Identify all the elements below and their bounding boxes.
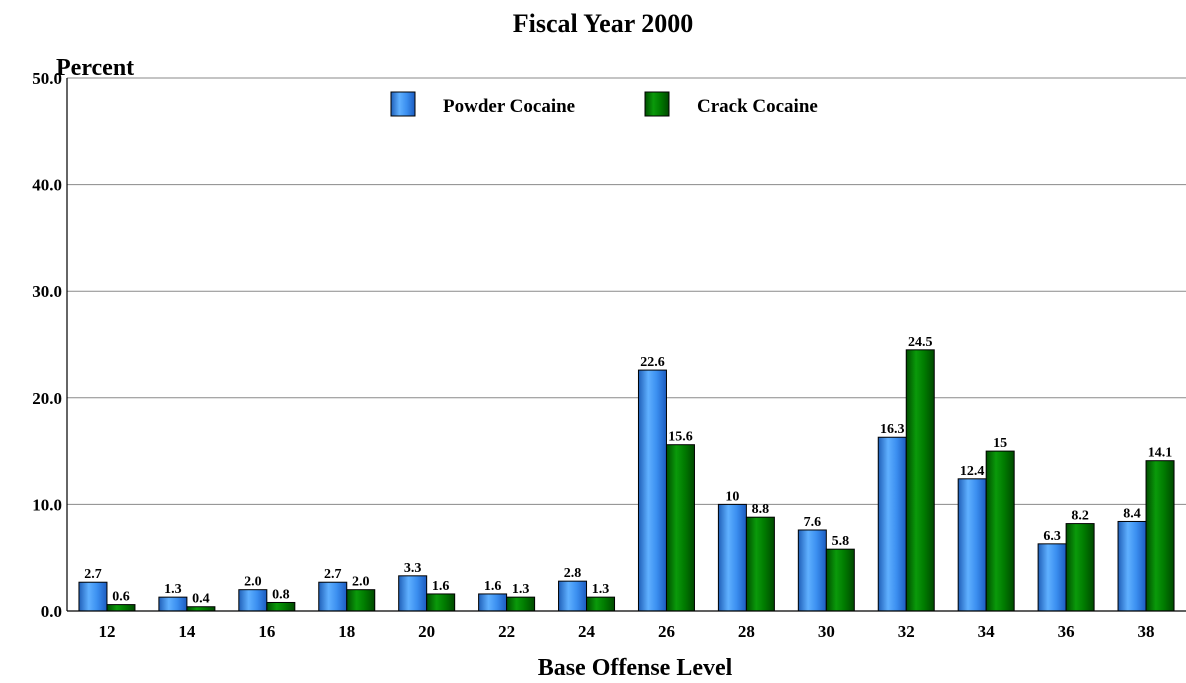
y-tick-label: 10.0 [32,495,62,514]
bar-crack-cocaine-20 [426,593,456,612]
bar-powder-cocaine-34 [957,478,987,612]
y-axis-label: Percent [56,55,134,81]
data-label-crack-cocaine-14: 0.4 [192,592,210,607]
data-label-crack-cocaine-20: 1.6 [432,579,450,594]
y-axis-ticks: 0.0 10.0 20.0 30.0 40.0 50.0 [32,69,62,621]
data-label-powder-cocaine-30: 7.6 [804,515,822,530]
bars [78,349,1175,612]
x-tick-label: 20 [418,622,435,641]
data-labels: 2.7 0.6 1.3 0.4 2.0 0.8 2.7 2.0 3.3 1.6 1.6 1.3 2.8 1… [84,335,1172,607]
bar-powder-cocaine-36 [1037,543,1067,612]
bar-crack-cocaine-24 [586,596,616,612]
data-label-powder-cocaine-14: 1.3 [164,582,182,597]
legend-label-powder-cocaine: Powder Cocaine [443,96,575,117]
data-label-powder-cocaine-32: 16.3 [880,422,905,437]
bar-crack-cocaine-18 [346,589,376,612]
x-tick-label: 28 [738,622,755,641]
bar-crack-cocaine-32 [905,349,935,612]
data-label-crack-cocaine-30: 5.8 [832,534,850,549]
axes [66,78,1186,612]
bar-powder-cocaine-14 [158,596,188,612]
data-label-powder-cocaine-36: 6.3 [1043,529,1061,544]
data-label-crack-cocaine-28: 8.8 [752,502,770,517]
data-label-crack-cocaine-38: 14.1 [1148,446,1173,461]
data-label-powder-cocaine-28: 10 [725,489,739,504]
bar-crack-cocaine-14 [186,606,216,612]
data-label-powder-cocaine-26: 22.6 [640,355,665,370]
x-tick-label: 18 [338,622,355,641]
data-label-crack-cocaine-26: 15.6 [668,430,693,445]
data-label-powder-cocaine-38: 8.4 [1123,506,1141,521]
x-tick-label: 30 [818,622,835,641]
x-tick-label: 38 [1138,622,1155,641]
bar-powder-cocaine-18 [318,581,348,612]
data-label-crack-cocaine-18: 2.0 [352,575,370,590]
bar-crack-cocaine-12 [106,604,136,612]
y-tick-label: 30.0 [32,282,62,301]
data-label-crack-cocaine-24: 1.3 [592,582,610,597]
bar-crack-cocaine-34 [985,450,1015,612]
bar-powder-cocaine-24 [558,580,588,612]
data-label-powder-cocaine-34: 12.4 [960,464,985,479]
x-tick-label: 34 [978,622,996,641]
x-tick-label: 14 [178,622,196,641]
data-label-powder-cocaine-24: 2.8 [564,566,582,581]
x-tick-label: 32 [898,622,915,641]
bar-powder-cocaine-12 [78,581,108,612]
x-tick-label: 26 [658,622,675,641]
gridlines [67,77,1186,505]
bar-crack-cocaine-28 [745,516,775,612]
data-label-powder-cocaine-20: 3.3 [404,561,422,576]
bar-crack-cocaine-22 [506,596,536,612]
bar-powder-cocaine-16 [238,589,268,612]
data-label-powder-cocaine-18: 2.7 [324,567,342,582]
data-label-powder-cocaine-22: 1.6 [484,579,502,594]
x-axis-ticks: 12 14 16 18 20 22 24 26 28 30 32 34 36 38 [98,622,1154,641]
data-label-crack-cocaine-36: 8.2 [1071,509,1089,524]
x-tick-label: 22 [498,622,515,641]
bar-crack-cocaine-16 [266,601,296,612]
bar-crack-cocaine-26 [665,444,695,612]
y-tick-label: 0.0 [41,602,62,621]
data-label-crack-cocaine-22: 1.3 [512,582,530,597]
data-label-crack-cocaine-34: 15 [993,436,1007,451]
data-label-crack-cocaine-12: 0.6 [112,590,130,605]
x-tick-label: 12 [98,622,115,641]
x-tick-label: 16 [258,622,275,641]
x-axis-label: Base Offense Level [538,655,733,681]
data-label-crack-cocaine-16: 0.8 [272,587,290,602]
chart-title: Fiscal Year 2000 [513,9,694,38]
data-label-powder-cocaine-16: 2.0 [244,575,262,590]
bar-crack-cocaine-38 [1145,460,1175,612]
legend-swatch-powder-cocaine [390,91,416,117]
data-label-powder-cocaine-12: 2.7 [84,567,102,582]
legend: Powder Cocaine Crack Cocaine [390,91,818,117]
y-tick-label: 20.0 [32,389,62,408]
bar-powder-cocaine-30 [797,529,827,612]
bar-crack-cocaine-36 [1065,523,1095,612]
x-tick-label: 36 [1058,622,1075,641]
legend-label-crack-cocaine: Crack Cocaine [697,96,818,117]
data-label-crack-cocaine-32: 24.5 [908,335,933,350]
y-tick-label: 50.0 [32,69,62,88]
bar-powder-cocaine-26 [637,369,667,612]
x-tick-label: 24 [578,622,596,641]
bar-powder-cocaine-22 [478,593,508,612]
legend-swatch-crack-cocaine [644,91,670,117]
bar-powder-cocaine-20 [398,575,428,612]
bar-crack-cocaine-30 [825,548,855,612]
bar-powder-cocaine-28 [717,503,747,612]
bar-powder-cocaine-38 [1117,520,1147,612]
bar-powder-cocaine-32 [877,436,907,612]
y-tick-label: 40.0 [32,176,62,195]
